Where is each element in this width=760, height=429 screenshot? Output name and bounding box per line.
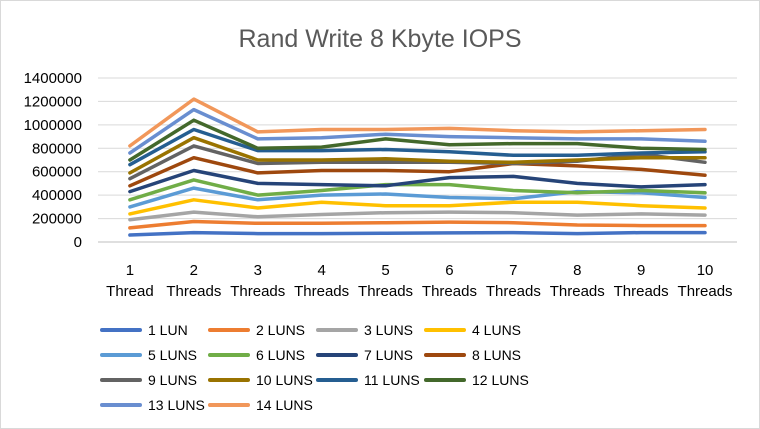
series-line: [128, 219, 707, 230]
x-tick-label: Threads: [358, 283, 413, 300]
x-tick-label: Threads: [614, 283, 669, 300]
legend: 1 LUN 2 LUNS 3 LUNS 4 LUNS 5 LUNS 6 LUNS 7 LUN…: [100, 322, 529, 413]
x-tick-label: 10: [697, 262, 714, 279]
legend-label: 8 LUNS: [472, 347, 521, 363]
y-tick-label: 600000: [32, 164, 82, 181]
legend-label: 7 LUNS: [364, 347, 413, 363]
x-tick-label: 3: [254, 262, 262, 279]
series-line: [128, 178, 707, 202]
series-line: [128, 97, 707, 148]
x-tick-label: 4: [317, 262, 325, 279]
legend-label: 5 LUNS: [148, 347, 197, 363]
legend-label: 11 LUNS: [364, 372, 420, 388]
legend-label: 10 LUNS: [256, 372, 313, 388]
x-tick-label: Threads: [550, 283, 605, 300]
x-tick-label: 6: [445, 262, 453, 279]
x-tick-label: 7: [509, 262, 517, 279]
chart-title: Rand Write 8 Kbyte IOPS: [239, 25, 522, 53]
x-tick-label: Threads: [678, 283, 733, 300]
series-line: [128, 230, 707, 237]
x-tick-label: Threads: [230, 283, 285, 300]
y-tick-label: 800000: [32, 140, 82, 157]
series-line: [128, 155, 707, 188]
series-line: [128, 210, 707, 222]
y-tick-label: 1400000: [24, 70, 82, 87]
x-tick-label: 5: [381, 262, 389, 279]
legend-label: 14 LUNS: [256, 397, 313, 413]
x-tick-label: 2: [190, 262, 198, 279]
y-tick-label: 0: [74, 234, 82, 251]
legend-label: 9 LUNS: [148, 372, 197, 388]
series-line: [128, 198, 707, 216]
series-line: [128, 118, 707, 162]
legend-label: 4 LUNS: [472, 322, 521, 338]
series-lines: [128, 97, 707, 237]
x-tick-label: Threads: [166, 283, 221, 300]
x-tick-label: Threads: [486, 283, 541, 300]
legend-label: 13 LUNS: [148, 397, 205, 413]
series-line: [128, 127, 707, 167]
series-line: [128, 135, 707, 175]
x-tick-label: Thread: [106, 283, 154, 300]
legend-label: 6 LUNS: [256, 347, 305, 363]
y-axis: 0 200000 400000 600000 800000 1000000 1200000 1…: [24, 70, 82, 251]
x-tick-label: Threads: [294, 283, 349, 300]
y-tick-label: 1200000: [24, 93, 82, 110]
x-tick-label: 8: [573, 262, 581, 279]
legend-label: 12 LUNS: [472, 372, 529, 388]
y-tick-label: 200000: [32, 211, 82, 228]
legend-label: 1 LUN: [148, 322, 188, 338]
x-tick-label: 9: [637, 262, 645, 279]
x-tick-label: 1: [126, 262, 134, 279]
x-tick-label: Threads: [422, 283, 477, 300]
y-tick-label: 1000000: [24, 117, 82, 134]
y-tick-label: 400000: [32, 187, 82, 204]
legend-label: 3 LUNS: [364, 322, 413, 338]
series-line: [128, 107, 707, 155]
legend-label: 2 LUNS: [256, 322, 305, 338]
series-line: [128, 168, 707, 194]
x-axis: 1 Thread 2 Threads 3 Threads 4 Threads 5 Threads 6…: [106, 262, 732, 300]
